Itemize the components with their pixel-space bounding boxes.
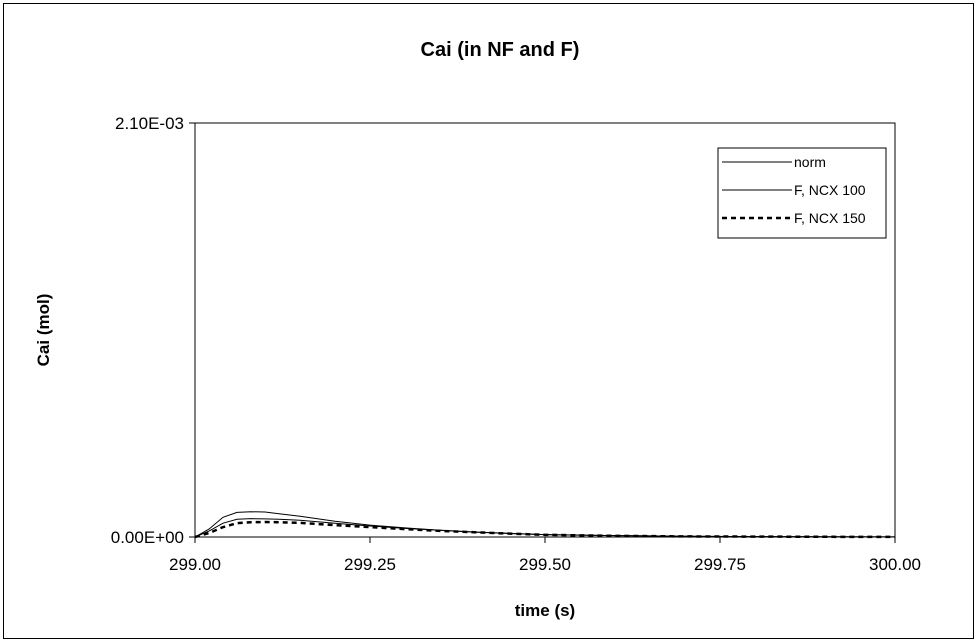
x-tick-label: 299.00 — [169, 555, 221, 574]
x-tick-label: 299.75 — [694, 555, 746, 574]
legend-box — [717, 147, 887, 239]
x-tick-label: 299.50 — [519, 555, 571, 574]
x-tick-label: 300.00 — [869, 555, 921, 574]
legend-label-1: norm — [794, 154, 826, 170]
chart-title: Cai (in NF and F) — [421, 39, 580, 61]
y-tick-label: 2.10E-03 — [115, 114, 184, 133]
y-axis: 0.00E+00 2.10E-03 — [111, 114, 195, 547]
y-axis-title: Cai (mol) — [34, 294, 53, 367]
x-tick-label: 299.25 — [344, 555, 396, 574]
legend-label-2: F, NCX 100 — [794, 182, 866, 198]
legend-label-3: F, NCX 150 — [794, 210, 866, 226]
series-group — [194, 511, 896, 539]
series-line-3 — [194, 520, 896, 539]
x-axis-title: time (s) — [515, 601, 575, 620]
x-axis: 299.00 299.25 299.50 299.75 300.00 — [169, 537, 921, 574]
series-line-1 — [194, 511, 896, 538]
y-tick-label: 0.00E+00 — [111, 528, 184, 547]
legend: norm F, NCX 100 F, NCX 150 — [717, 147, 887, 239]
